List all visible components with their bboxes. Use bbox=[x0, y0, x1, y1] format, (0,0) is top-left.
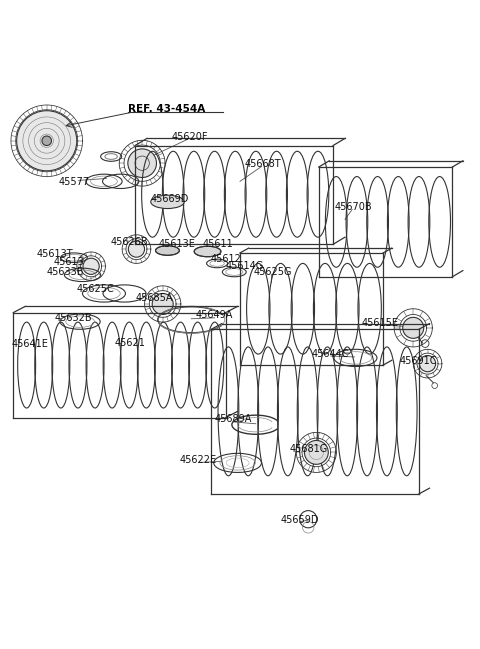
Text: 45633B: 45633B bbox=[46, 267, 84, 277]
Text: 45641E: 45641E bbox=[12, 339, 48, 349]
Text: 45632B: 45632B bbox=[54, 313, 92, 323]
Ellipse shape bbox=[42, 136, 51, 145]
Text: 45613T: 45613T bbox=[36, 249, 73, 259]
Text: 45620F: 45620F bbox=[172, 132, 208, 142]
Text: REF. 43-454A: REF. 43-454A bbox=[128, 104, 205, 114]
Text: 45612: 45612 bbox=[211, 254, 241, 263]
Text: 45689A: 45689A bbox=[214, 415, 252, 424]
Text: 45577: 45577 bbox=[59, 177, 89, 188]
Ellipse shape bbox=[403, 317, 424, 338]
Text: 45669D: 45669D bbox=[150, 195, 189, 204]
Ellipse shape bbox=[128, 149, 156, 178]
Text: 45622E: 45622E bbox=[180, 455, 217, 465]
Text: 45649A: 45649A bbox=[196, 310, 233, 321]
Text: 45613E: 45613E bbox=[158, 239, 195, 249]
Text: 45681G: 45681G bbox=[289, 443, 327, 454]
Ellipse shape bbox=[152, 293, 173, 315]
Ellipse shape bbox=[194, 246, 221, 257]
Ellipse shape bbox=[304, 441, 328, 464]
Ellipse shape bbox=[420, 356, 436, 372]
Text: 45691C: 45691C bbox=[399, 356, 437, 366]
Text: 45625C: 45625C bbox=[76, 284, 114, 294]
Ellipse shape bbox=[151, 195, 184, 208]
Ellipse shape bbox=[128, 241, 144, 257]
Text: 45621: 45621 bbox=[115, 338, 145, 348]
Ellipse shape bbox=[17, 111, 77, 171]
Text: 45615E: 45615E bbox=[362, 317, 399, 328]
Text: 45611: 45611 bbox=[203, 239, 233, 249]
Text: 45613: 45613 bbox=[54, 258, 84, 267]
Text: 45668T: 45668T bbox=[245, 159, 281, 169]
Text: 45685A: 45685A bbox=[136, 293, 173, 303]
Text: 45659D: 45659D bbox=[281, 515, 319, 524]
Text: 45614G: 45614G bbox=[226, 262, 264, 271]
Text: 45644C: 45644C bbox=[312, 349, 349, 359]
Ellipse shape bbox=[83, 258, 99, 275]
Text: 45625G: 45625G bbox=[253, 267, 292, 276]
Ellipse shape bbox=[156, 246, 180, 255]
Text: 45626B: 45626B bbox=[110, 237, 148, 247]
Text: 45670B: 45670B bbox=[335, 202, 372, 212]
